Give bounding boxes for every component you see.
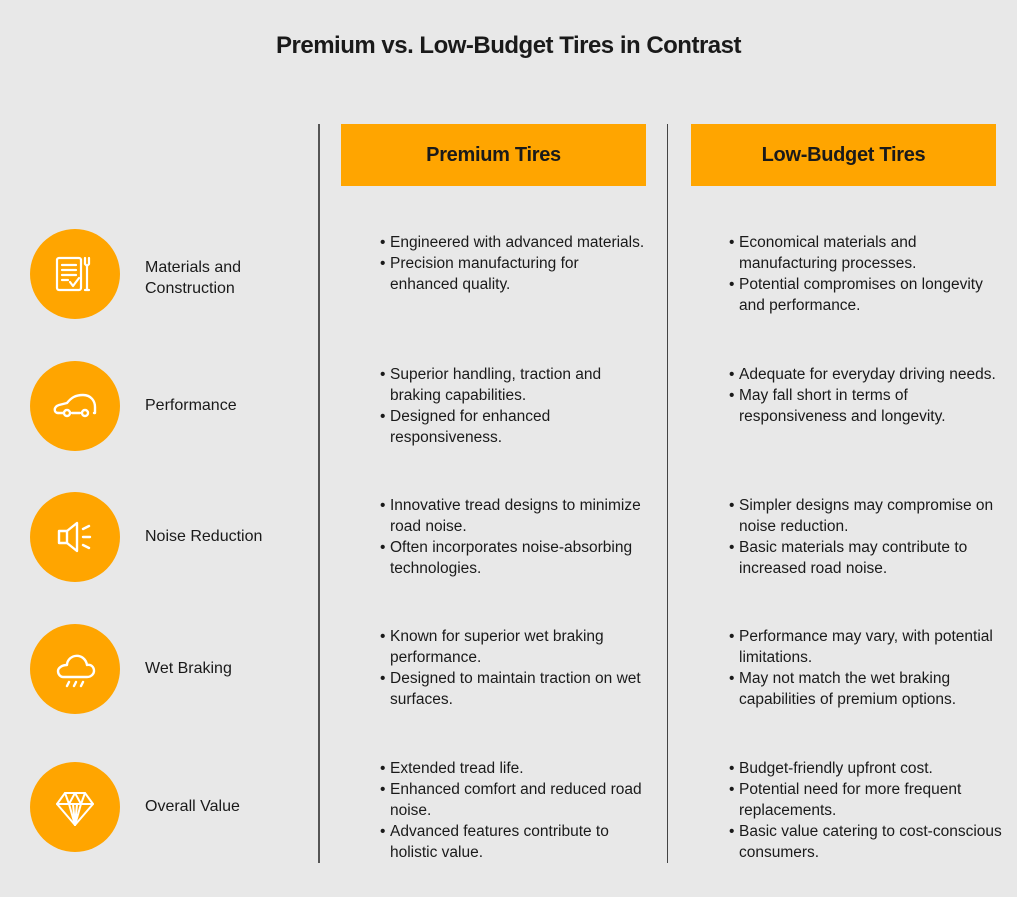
document-wrench-icon	[30, 229, 120, 319]
budget-point: Performance may vary, with potential lim…	[729, 626, 1009, 668]
page-title: Premium vs. Low-Budget Tires in Contrast	[276, 32, 741, 59]
budget-point: Basic materials may contribute to increa…	[729, 537, 1009, 579]
car-icon	[30, 361, 120, 451]
budget-point: Basic value catering to cost-conscious c…	[729, 821, 1009, 863]
budget-point: Adequate for everyday driving needs.	[729, 364, 1009, 385]
premium-point: Advanced features contribute to holistic…	[380, 821, 650, 863]
budget-point: May fall short in terms of responsivenes…	[729, 385, 1009, 427]
premium-point: Designed for enhanced responsiveness.	[380, 406, 650, 448]
row-label: Overall Value	[145, 798, 240, 815]
row-label: Wet Braking	[145, 660, 232, 677]
row-label: Performance	[145, 397, 237, 414]
premium-point: Innovative tread designs to minimize roa…	[380, 495, 650, 537]
row-label: Noise Reduction	[145, 528, 263, 545]
speaker-icon	[30, 492, 120, 582]
premium-point: Extended tread life.	[380, 758, 650, 779]
budget-point: Potential compromises on longevity and p…	[729, 274, 1009, 316]
budget-point: Budget-friendly upfront cost.	[729, 758, 1009, 779]
premium-point: Often incorporates noise-absorbing techn…	[380, 537, 650, 579]
premium-point: Engineered with advanced materials.	[380, 232, 650, 253]
budget-point: Simpler designs may compromise on noise …	[729, 495, 1009, 537]
budget-point: Potential need for more frequent replace…	[729, 779, 1009, 821]
row-label: Materials and Construction	[145, 259, 242, 297]
premium-point: Known for superior wet braking performan…	[380, 626, 650, 668]
column-divider	[667, 124, 668, 863]
premium-point: Superior handling, traction and braking …	[380, 364, 650, 406]
column-divider	[318, 124, 320, 863]
budget-point: May not match the wet braking capabiliti…	[729, 668, 1009, 710]
column-header-budget: Low-Budget Tires	[691, 124, 996, 186]
budget-point: Economical materials and manufacturing p…	[729, 232, 1009, 274]
rain-cloud-icon	[30, 624, 120, 714]
premium-point: Precision manufacturing for enhanced qua…	[380, 253, 650, 295]
diamond-icon	[30, 762, 120, 852]
premium-point: Designed to maintain traction on wet sur…	[380, 668, 650, 710]
premium-point: Enhanced comfort and reduced road noise.	[380, 779, 650, 821]
column-header-premium: Premium Tires	[341, 124, 646, 186]
